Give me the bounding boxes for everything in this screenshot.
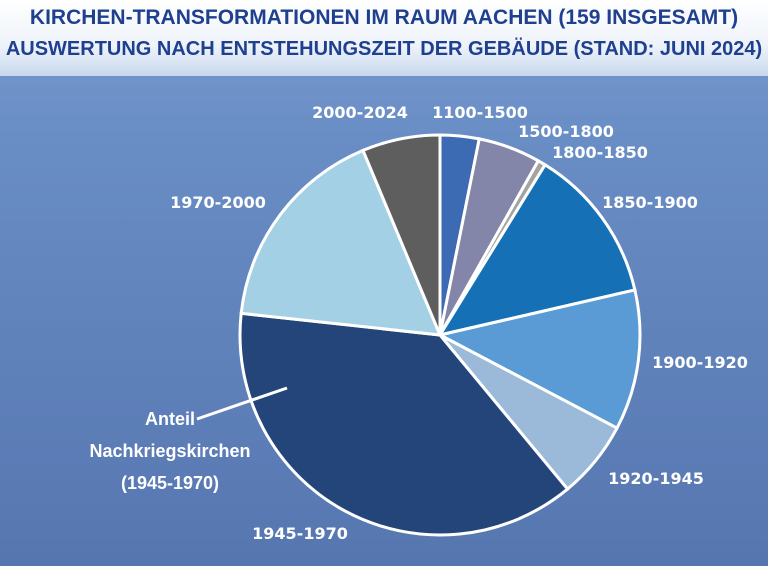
annotation-line-2: Nachkriegskirchen — [89, 441, 250, 461]
slice-label-1850-1900: 1850-1900 — [602, 193, 698, 212]
slice-label-1500-1800: 1500-1800 — [518, 122, 614, 141]
chart-title: KIRCHEN-TRANSFORMATIONEN IM RAUM AACHEN … — [29, 6, 739, 29]
slice-label-1100-1500: 1100-1500 — [432, 103, 528, 122]
pie-slice-1900-1920 — [435, 288, 642, 431]
slice-label-2000-2024: 2000-2024 — [312, 103, 408, 122]
pie-slice-2000-2024 — [361, 133, 442, 336]
pie-slice-1945-1970 — [238, 311, 570, 537]
annotation-pointer-line — [196, 386, 288, 421]
annotation-line-1: Anteil — [145, 409, 195, 429]
pie-slice-1970-2000 — [239, 148, 443, 337]
chart-subtitle: AUSWERTUNG NACH ENTSTEHUNGSZEIT DER GEBÄ… — [5, 38, 763, 60]
slice-label-1800-1850: 1800-1850 — [552, 143, 648, 162]
slice-label-1945-1970: 1945-1970 — [252, 524, 348, 543]
slice-label-1900-1920: 1900-1920 — [652, 353, 748, 372]
title-banner: KIRCHEN-TRANSFORMATIONEN IM RAUM AACHEN … — [0, 0, 768, 76]
slice-label-1970-2000: 1970-2000 — [170, 193, 266, 212]
annotation-line-3: (1945-1970) — [121, 473, 219, 493]
slice-label-1920-1945: 1920-1945 — [608, 469, 704, 488]
pie-slice-1850-1900 — [436, 162, 637, 338]
